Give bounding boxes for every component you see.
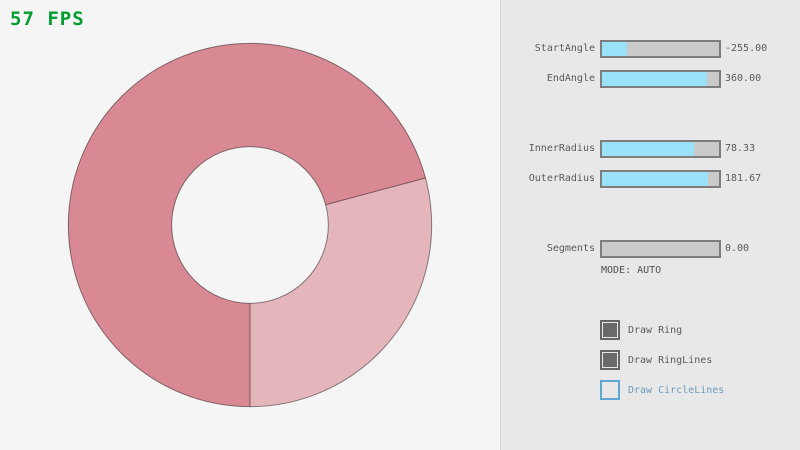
checkbox-checkmark [603,383,617,397]
checkbox-box[interactable] [600,350,620,370]
fps-counter: 57 FPS [10,8,85,30]
checkbox-box[interactable] [600,320,620,340]
checkbox-label: Draw Ring [628,324,683,336]
checkbox-label: Draw RingLines [628,354,713,366]
checkbox-box[interactable] [600,380,620,400]
ring-chart [67,42,433,408]
slider-outerradius[interactable] [600,170,721,188]
canvas-area: 57 FPS [10,8,433,408]
slider-innerradius[interactable] [600,140,721,158]
slider-fill [602,42,628,56]
ring-hole [171,146,329,304]
slider-value-startangle: -255.00 [725,43,768,54]
slider-value-outerradius: 181.67 [725,173,762,184]
slider-startangle[interactable] [600,40,721,58]
slider-fill [602,72,708,86]
slider-segments[interactable] [600,240,721,258]
slider-label-innerradius: InnerRadius [528,143,595,154]
ring-outer-outline [67,42,433,408]
slider-endangle[interactable] [600,70,721,88]
slider-fill [602,142,694,156]
slider-value-endangle: 360.00 [725,73,762,84]
checkbox-checkmark [603,323,617,337]
ring-inner-outline [171,146,329,304]
slider-label-endangle: EndAngle [546,73,595,84]
checkbox-label: Draw CircleLines [628,384,725,396]
controls-panel: StartAngle -255.00 EndAngle 360.00 Inner… [500,0,800,450]
slider-label-outerradius: OuterRadius [528,173,595,184]
slider-value-innerradius: 78.33 [725,143,756,154]
slider-value-segments: 0.00 [725,243,750,254]
checkbox-draw-circlelines[interactable]: Draw CircleLines [600,380,724,400]
slider-label-segments: Segments [546,243,595,254]
checkbox-checkmark [603,353,617,367]
checkbox-draw-ring[interactable]: Draw Ring [600,320,682,340]
mode-indicator: MODE: AUTO [601,265,662,276]
checkbox-draw-ringlines[interactable]: Draw RingLines [600,350,712,370]
ring-radial-line-1 [325,177,426,206]
slider-fill [602,172,709,186]
slider-label-startangle: StartAngle [534,43,595,54]
